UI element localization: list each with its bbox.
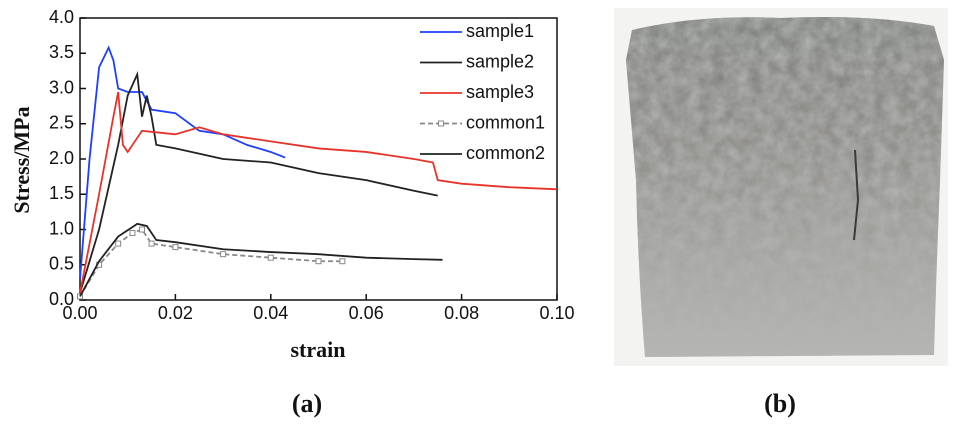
point-marker: [220, 251, 227, 258]
point-marker: [139, 226, 146, 233]
series-line: [79, 222, 443, 297]
series-line: [79, 45, 286, 279]
x-tick-label: 0.10: [539, 303, 574, 323]
x-tick-label: 0.02: [158, 303, 193, 323]
x-tick-label: 0.08: [444, 303, 479, 323]
specimen-photo: [614, 8, 948, 366]
point-marker: [129, 230, 136, 237]
y-axis-label: Stress/MPa: [9, 106, 34, 213]
point-marker: [115, 240, 122, 247]
y-tick-label: 0.0: [49, 289, 74, 309]
legend-label: common1: [466, 112, 545, 132]
panel-label: (b): [764, 389, 796, 418]
y-tick-label: 2.5: [49, 113, 74, 133]
y-tick-label: 3.5: [49, 42, 74, 62]
x-tick-label: 0.06: [349, 303, 384, 323]
y-tick-label: 4.0: [49, 7, 74, 27]
x-tick-label: 0.04: [253, 303, 288, 323]
x-tick-label: 0.00: [62, 303, 97, 323]
x-axis-label: strain: [291, 337, 346, 362]
y-tick-label: 2.0: [49, 148, 74, 168]
point-marker: [172, 244, 179, 251]
legend-label: sample2: [466, 51, 534, 71]
series-line: [79, 228, 343, 297]
y-tick-label: 1.5: [49, 183, 74, 203]
y-tick-label: 1.0: [49, 218, 74, 238]
series-line: [79, 91, 558, 294]
point-marker: [267, 254, 274, 261]
legend-label: sample3: [466, 82, 534, 102]
point-marker: [339, 258, 346, 265]
legend-label: sample1: [466, 21, 534, 41]
panel-label: (a): [292, 389, 322, 418]
series-line: [79, 71, 438, 294]
legend-marker: [438, 120, 444, 127]
point-marker: [148, 240, 155, 247]
y-tick-label: 0.5: [49, 254, 74, 274]
point-marker: [315, 258, 322, 265]
legend-label: common2: [466, 143, 545, 163]
y-tick-label: 3.0: [49, 77, 74, 97]
